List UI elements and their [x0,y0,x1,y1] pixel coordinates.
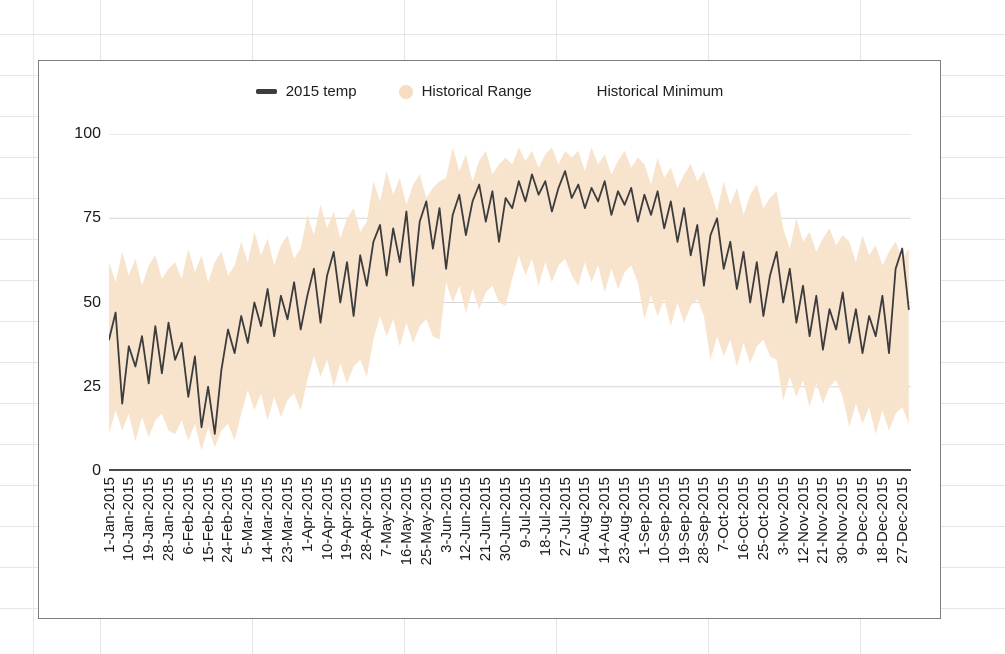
x-axis-label: 19-Apr-2015 [338,477,356,561]
x-axis-label: 1-Sep-2015 [635,477,653,556]
x-axis-label: 7-May-2015 [378,477,396,558]
legend-label: Historical Minimum [596,83,724,100]
x-axis-label: 14-Mar-2015 [259,477,277,563]
x-axis-label: 5-Aug-2015 [576,477,594,556]
y-axis-label: 25 [83,377,101,395]
x-axis-label: 24-Feb-2015 [219,477,237,563]
y-axis-label: 100 [74,125,101,142]
x-axis-label: 19-Jan-2015 [140,477,158,562]
x-axis-label: 23-Aug-2015 [616,477,634,564]
x-axis-label: 18-Dec-2015 [873,477,891,564]
x-axis-label: 14-Aug-2015 [596,477,614,564]
y-axis-label: 0 [92,462,101,479]
x-axis-label: 12-Jun-2015 [457,477,475,562]
minimum-swatch-icon [574,85,588,99]
plot-area[interactable] [109,134,911,471]
legend-label: Historical Range [421,83,532,100]
x-axis-label: 6-Feb-2015 [179,477,197,555]
range-swatch-icon [398,84,413,99]
x-axis-label: 1-Apr-2015 [298,477,316,553]
x-axis-label: 3-Jun-2015 [437,477,455,553]
x-axis-label: 9-Dec-2015 [854,477,872,556]
x-axis-label: 16-May-2015 [397,477,415,566]
x-axis-label: 28-Apr-2015 [358,477,376,561]
x-axis-label: 28-Sep-2015 [695,477,713,564]
x-axis-label: 10-Sep-2015 [655,477,673,564]
historical-range-band [109,147,909,451]
chart-card[interactable]: 2015 temp Historical Range Historical Mi… [38,60,941,619]
x-axis-label: 18-Jul-2015 [536,477,554,557]
x-axis-label: 25-May-2015 [417,477,435,566]
y-axis-label: 75 [83,209,101,227]
x-axis-label: 7-Oct-2015 [715,477,733,553]
x-axis-label: 27-Jul-2015 [556,477,574,557]
x-axis-label: 10-Jan-2015 [120,477,138,562]
x-axis-label: 5-Mar-2015 [239,477,257,555]
x-axis-label: 30-Nov-2015 [834,477,852,564]
y-axis-label: 50 [83,293,101,311]
x-axis-label: 21-Jun-2015 [477,477,495,562]
x-axis-label: 15-Feb-2015 [199,477,217,563]
x-axis-label: 10-Apr-2015 [318,477,336,561]
legend-item-historical-range[interactable]: Historical Range [398,83,532,100]
x-axis-label: 28-Jan-2015 [160,477,177,562]
x-axis-label: 16-Oct-2015 [735,477,753,561]
legend-item-2015-temp[interactable]: 2015 temp [255,83,357,100]
spreadsheet-column-divider [33,0,34,654]
x-axis-label: 12-Nov-2015 [794,477,812,564]
x-axis-label: 21-Nov-2015 [814,477,832,564]
x-axis-label: 30-Jun-2015 [497,477,515,562]
x-axis-label: 1-Jan-2015 [100,477,118,553]
x-axis-label: 27-Dec-2015 [893,477,911,564]
legend-label: 2015 temp [285,83,357,100]
chart-legend: 2015 temp Historical Range Historical Mi… [39,83,940,100]
x-axis-label: 9-Jul-2015 [516,477,534,548]
line-swatch-icon [255,89,277,94]
x-axis-label: 19-Sep-2015 [675,477,693,564]
temp-line [109,170,910,435]
x-axis-label: 25-Oct-2015 [754,477,772,561]
x-axis-label: 23-Mar-2015 [278,477,296,563]
x-axis-label: 3-Nov-2015 [774,477,792,556]
legend-item-historical-minimum[interactable]: Historical Minimum [574,83,724,100]
